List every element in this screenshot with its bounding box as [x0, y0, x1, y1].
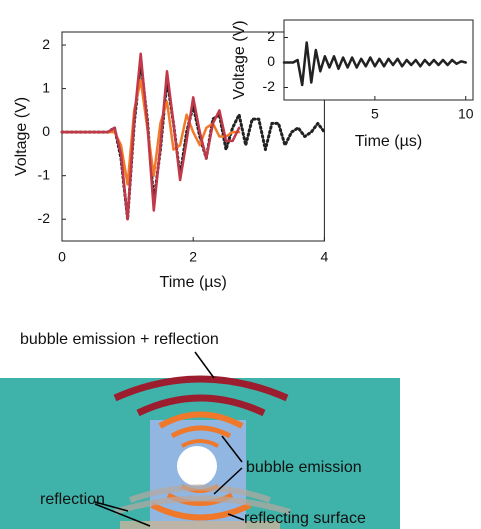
x-tick-label: 5 [371, 106, 379, 122]
x-tick-label: 2 [189, 249, 197, 265]
arc [158, 411, 244, 429]
y-tick-label: 1 [42, 79, 50, 95]
diagram: bubble emission + reflection bubble emis… [0, 331, 400, 529]
reflecting-surface [120, 521, 280, 529]
y-tick-label: 2 [42, 36, 50, 52]
arc [136, 394, 266, 417]
y-axis-label: Voltage (V) [13, 97, 30, 176]
y-tick-label: 0 [267, 53, 275, 69]
y-tick-label: 0 [42, 123, 50, 139]
arc [170, 425, 232, 439]
y-tick-label: 2 [267, 28, 275, 44]
x-tick-label: 10 [458, 106, 474, 122]
arc [113, 375, 289, 402]
charts: -2 -1 0 1 2 0 2 4 Time (µs) Voltage (V) -2 0 2 5 10 Tim… [13, 19, 474, 291]
y-tick-label: -2 [38, 210, 51, 226]
y-tick-label: -1 [38, 166, 51, 182]
reflection-arc [128, 484, 272, 503]
arc [181, 439, 219, 448]
reflection-arc [114, 495, 291, 515]
x-axis-label: Time (µs) [355, 133, 422, 150]
bubble [177, 446, 217, 486]
data-line [60, 52, 241, 221]
y-tick-label: -2 [263, 78, 276, 94]
y-axis-label: Voltage (V) [231, 20, 248, 99]
chart: -2 -1 0 1 2 0 2 4 Time (µs) Voltage (V) [13, 31, 329, 291]
arc [150, 502, 252, 521]
arrows [94, 351, 245, 527]
chart: -2 0 2 5 10 Time (µs) Voltage (V) [231, 19, 474, 150]
label: reflection [40, 491, 105, 508]
label: bubble emission [246, 459, 362, 476]
label: reflecting surface [244, 510, 366, 527]
data-line [282, 41, 467, 87]
x-axis-label: Time (µs) [160, 274, 227, 291]
x-tick-label: 4 [321, 249, 329, 265]
x-tick-label: 0 [58, 249, 66, 265]
label: bubble emission + reflection [20, 331, 219, 348]
plot-frame [61, 31, 325, 242]
